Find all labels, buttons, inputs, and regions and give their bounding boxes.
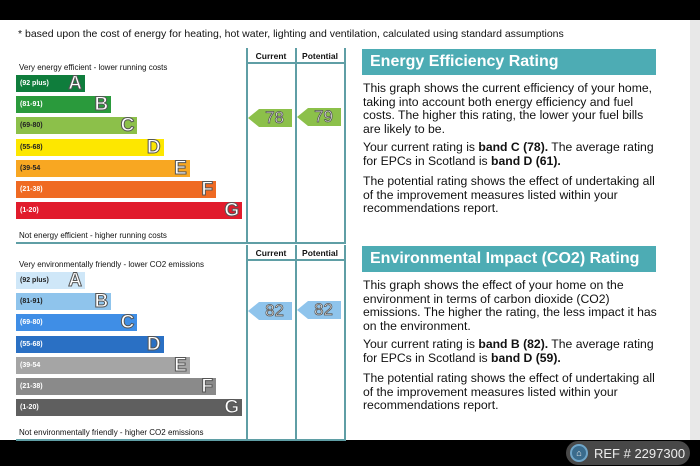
band-letter: A — [68, 73, 83, 94]
column-line — [344, 48, 346, 242]
band-g: (1-20) G — [16, 200, 243, 222]
eer-p3: The potential rating shows the effect of… — [363, 174, 655, 215]
average-band: band D (59). — [491, 350, 561, 365]
band-range: (55-68) — [20, 340, 43, 348]
band-letter: B — [94, 291, 109, 313]
bottom-label: Not energy efficient - higher running co… — [19, 231, 167, 240]
divider — [246, 62, 346, 64]
bottom-label: Not environmentally friendly - higher CO… — [19, 428, 204, 437]
band-range: (21-38) — [20, 383, 43, 390]
eir-p1: This graph shows the effect of your home… — [363, 278, 657, 333]
column-potential: Potential — [302, 51, 338, 61]
band-range: (55-68) — [20, 143, 43, 151]
column-current: Current — [255, 248, 287, 258]
home-icon: ⌂ — [570, 444, 588, 462]
band-c: (69-80) C — [16, 312, 138, 334]
band-range: (81-91) — [20, 101, 43, 109]
band-letter: C — [120, 115, 135, 137]
potential-rating-arrow: 79 — [297, 108, 341, 126]
band-range: (1-20) — [20, 404, 39, 412]
eir-title: Environmental Impact (CO2) Rating — [362, 246, 656, 272]
band-range: (92 plus) — [20, 277, 49, 284]
band-b: (81-91) B — [16, 291, 112, 313]
band-g: (1-20) G — [16, 397, 243, 419]
band-letter: G — [224, 397, 240, 419]
top-label: Very energy efficient - lower running co… — [19, 63, 168, 72]
band-c: (69-80) C — [16, 115, 138, 137]
current-band: band B (82). — [478, 337, 549, 351]
eir-p2: Your current rating is band B (82). The … — [363, 337, 663, 365]
column-potential: Potential — [302, 248, 338, 258]
current-band: band C (78). — [478, 140, 549, 154]
band-range: (69-80) — [20, 122, 43, 130]
eer-title: Energy Efficiency Rating — [362, 49, 656, 75]
t: The average rating for EPCs in Scotland … — [363, 140, 654, 168]
band-e: (39-54 E — [16, 354, 190, 376]
band-letter: C — [120, 312, 135, 334]
ref-badge[interactable]: ⌂ REF # 2297300 — [566, 441, 690, 465]
band-a: (92 plus) A — [16, 73, 85, 94]
band-range: (39-54 — [20, 164, 41, 172]
band-range: (39-54 — [20, 361, 41, 369]
eir-p3: The potential rating shows the effect of… — [363, 371, 655, 412]
band-range: (92 plus) — [20, 80, 49, 87]
footnote: * based upon the cost of energy for heat… — [18, 28, 564, 40]
eer-p1: This graph shows the current efficiency … — [363, 81, 653, 136]
band-a: (92 plus) A — [16, 270, 85, 291]
band-d: (55-68) D — [16, 333, 164, 355]
ref-text: REF # 2297300 — [594, 445, 686, 461]
band-range: (81-91) — [20, 298, 43, 306]
t: The average rating for EPCs in Scotland … — [363, 337, 654, 365]
epc-page: * based upon the cost of energy for heat… — [0, 20, 690, 441]
band-range: (1-20) — [20, 207, 39, 215]
band-letter: A — [68, 270, 83, 291]
band-f: (21-38) F — [16, 376, 216, 397]
current-rating-arrow: 78 — [248, 109, 292, 127]
band-letter: E — [174, 354, 188, 376]
band-letter: G — [224, 200, 240, 222]
band-letter: B — [94, 94, 109, 116]
column-line — [295, 48, 297, 242]
t: Your current rating is — [363, 337, 479, 351]
average-band: band D (61). — [491, 153, 561, 168]
band-range: (21-38) — [20, 186, 43, 193]
divider — [16, 439, 346, 441]
band-range: (69-80) — [20, 319, 43, 327]
band-letter: F — [201, 179, 214, 200]
band-e: (39-54 E — [16, 157, 190, 179]
band-letter: F — [201, 376, 214, 397]
band-f: (21-38) F — [16, 179, 216, 200]
band-letter: E — [174, 157, 188, 179]
current-rating-arrow: 82 — [248, 302, 292, 320]
band-d: (55-68) D — [16, 136, 164, 158]
column-line — [295, 245, 297, 439]
column-line — [344, 245, 346, 439]
divider — [246, 259, 346, 261]
top-label: Very environmentally friendly - lower CO… — [19, 260, 204, 269]
t: Your current rating is — [363, 140, 479, 154]
column-current: Current — [255, 51, 287, 61]
eer-p2: Your current rating is band C (78). The … — [363, 140, 663, 168]
band-b: (81-91) B — [16, 94, 112, 116]
scroll-edge — [690, 20, 700, 440]
divider — [16, 242, 346, 244]
column-line — [246, 48, 248, 242]
band-letter: D — [146, 333, 161, 355]
potential-rating-arrow: 82 — [297, 301, 341, 319]
column-line — [246, 245, 248, 439]
band-letter: D — [146, 136, 161, 158]
